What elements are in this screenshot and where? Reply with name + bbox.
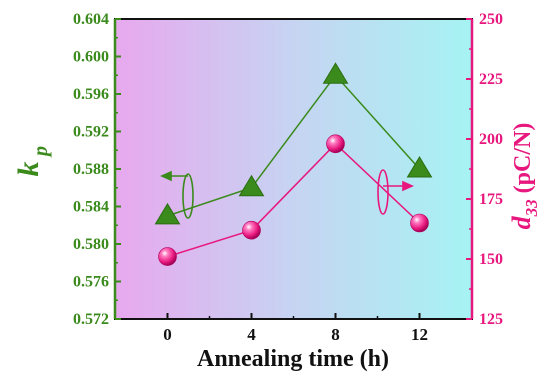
left-tick-label: 0.604 <box>73 11 109 28</box>
left-tick-label: 0.596 <box>73 86 109 103</box>
left-tick-label: 0.572 <box>73 311 109 328</box>
right-tick-label: 200 <box>479 131 503 148</box>
right-tick-label: 150 <box>479 251 503 268</box>
x-tick-label: 8 <box>331 325 340 344</box>
left-tick-label: 0.588 <box>73 161 109 178</box>
right-axis-label: d33 (pC/N) <box>507 123 541 230</box>
series-line-d33 <box>167 142 421 258</box>
right-tick-label: 125 <box>479 311 503 328</box>
x-tick-label: 0 <box>163 325 172 344</box>
kp-point <box>238 174 265 197</box>
d33-point <box>158 247 177 266</box>
left-tick-label: 0.580 <box>73 236 109 253</box>
x-tick-label: 4 <box>247 325 256 344</box>
d33-point <box>326 134 345 154</box>
right-tick-label: 175 <box>479 191 503 208</box>
right-axis-label-main: d <box>507 215 536 229</box>
right-axis-label-unit: (pC/N) <box>510 123 536 194</box>
right-tick-label: 225 <box>479 71 503 88</box>
left-tick-label: 0.584 <box>73 199 109 216</box>
series-line-kp <box>167 74 421 217</box>
kp-point <box>322 62 349 84</box>
left-axis-label: k p <box>12 146 52 177</box>
left-tick-label: 0.592 <box>73 124 109 141</box>
left-axis-label-main: k <box>12 162 45 177</box>
x-tick-label: 12 <box>411 325 428 344</box>
kp-axis-arrow <box>160 170 194 219</box>
x-axis-label: Annealing time (h) <box>197 346 389 372</box>
right-tick-label: 250 <box>479 11 503 28</box>
axis-indicator-arrows <box>160 169 414 219</box>
d33-point <box>410 213 429 233</box>
left-axis-label-sub: p <box>30 146 52 158</box>
kp-point <box>154 202 181 225</box>
kp-point <box>406 156 433 178</box>
d33-axis-arrow <box>377 169 414 215</box>
svg-text:d33(pC/N): d33 (pC/N) <box>507 123 541 230</box>
d33-point <box>242 220 261 240</box>
left-tick-label: 0.600 <box>73 49 109 66</box>
right-axis-label-sub: 33 <box>522 199 541 218</box>
left-tick-label: 0.576 <box>73 274 109 291</box>
